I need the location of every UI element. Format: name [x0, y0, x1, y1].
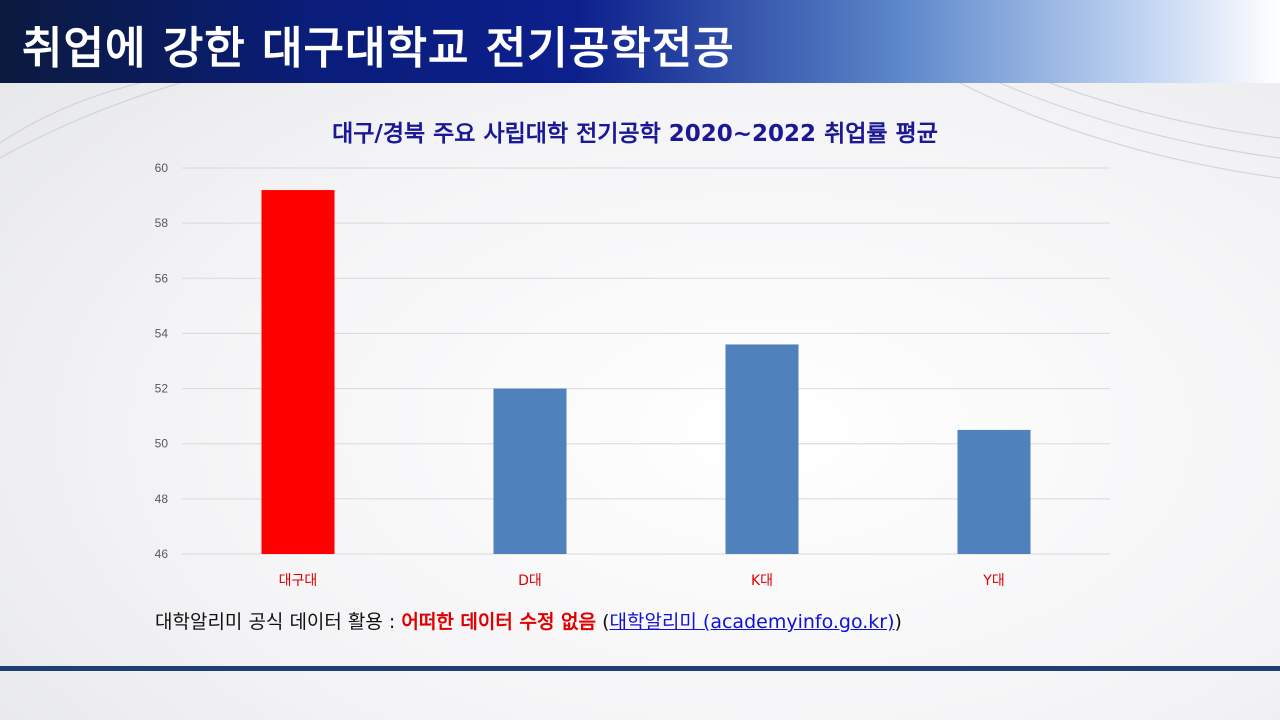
slide-title: 취업에 강한 대구대학교 전기공학전공 [22, 23, 735, 74]
header-banner: 취업에 강한 대구대학교 전기공학전공 [0, 0, 1280, 83]
footnote-emphasis: 어떠한 데이터 수정 없음 [401, 611, 597, 633]
footnote-prefix: 대학알리미 공식 데이터 활용 : [155, 611, 402, 633]
y-tick-label: 52 [155, 382, 169, 396]
close-paren: ) [894, 611, 902, 633]
y-tick-label: 60 [155, 161, 169, 175]
bar-K대 [725, 344, 799, 554]
academyinfo-link[interactable]: 대학알리미 (academyinfo.go.kr) [609, 611, 895, 633]
y-tick-label: 50 [155, 437, 169, 451]
x-tick-label: D대 [518, 573, 542, 589]
x-tick-label: 대구대 [279, 573, 318, 589]
open-paren: ( [596, 611, 610, 633]
y-tick-label: 54 [155, 326, 169, 340]
footnote: 대학알리미 공식 데이터 활용 : 어떠한 데이터 수정 없음 (대학알리미 (… [155, 607, 902, 634]
y-tick-label: 48 [155, 492, 169, 506]
bar-대구대 [261, 190, 335, 555]
chart-title: 대구/경북 주요 사립대학 전기공학 2020~2022 취업률 평균 [332, 121, 938, 147]
x-tick-label: Y대 [982, 573, 1004, 589]
y-tick-label: 58 [155, 216, 169, 230]
bottom-divider [0, 666, 1280, 671]
decorative-arcs [0, 83, 1280, 179]
x-tick-label: K대 [751, 573, 773, 589]
y-tick-label: 56 [155, 271, 169, 285]
bar-Y대 [957, 429, 1031, 554]
y-tick-label: 46 [155, 547, 169, 561]
bar-D대 [493, 388, 567, 554]
